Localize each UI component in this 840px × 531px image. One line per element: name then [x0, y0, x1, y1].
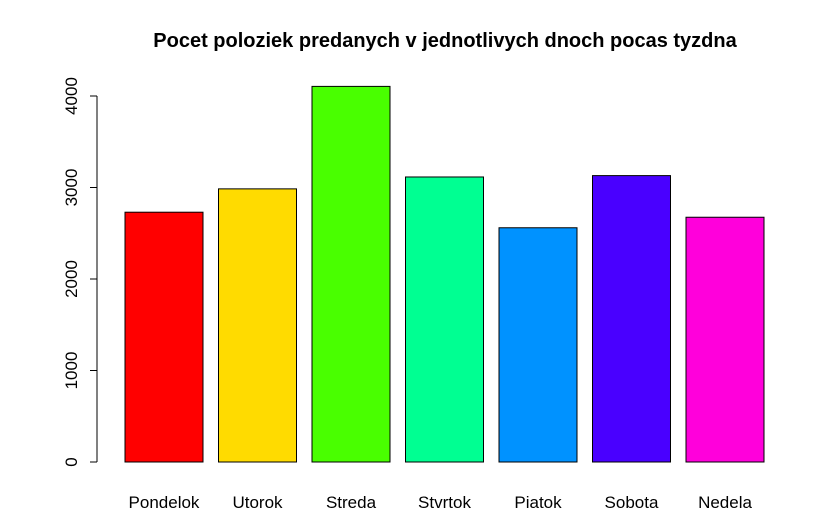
x-tick-label: Utorok: [232, 493, 283, 512]
bar-piatok: [498, 227, 578, 463]
y-tick-label: 1000: [62, 352, 81, 390]
bars: [124, 85, 765, 463]
y-axis: 0 1000 2000 3000 4000: [62, 77, 98, 467]
y-tick-label: 2000: [62, 260, 81, 298]
x-tick-label: Piatok: [514, 493, 562, 512]
x-tick-label: Streda: [326, 493, 377, 512]
bar-utorok: [218, 188, 297, 463]
y-tick-label: 3000: [62, 169, 81, 207]
x-tick-label: Pondelok: [129, 493, 200, 512]
y-tick-label: 0: [62, 457, 81, 466]
chart-title: Pocet poloziek predanych v jednotlivych …: [153, 30, 737, 52]
y-tick-label: 4000: [62, 77, 81, 115]
bar-streda: [311, 85, 391, 463]
x-tick-label: Sobota: [605, 493, 659, 512]
bar-nedela: [685, 216, 765, 463]
x-tick-label: Stvrtok: [418, 493, 471, 512]
bar-stvrtok: [405, 176, 484, 463]
bar-sobota: [592, 175, 671, 463]
x-axis-labels: Pondelok Utorok Streda Stvrtok Piatok Sobota N…: [129, 493, 753, 512]
bar-pondelok: [124, 211, 204, 463]
x-tick-label: Nedela: [698, 493, 752, 512]
